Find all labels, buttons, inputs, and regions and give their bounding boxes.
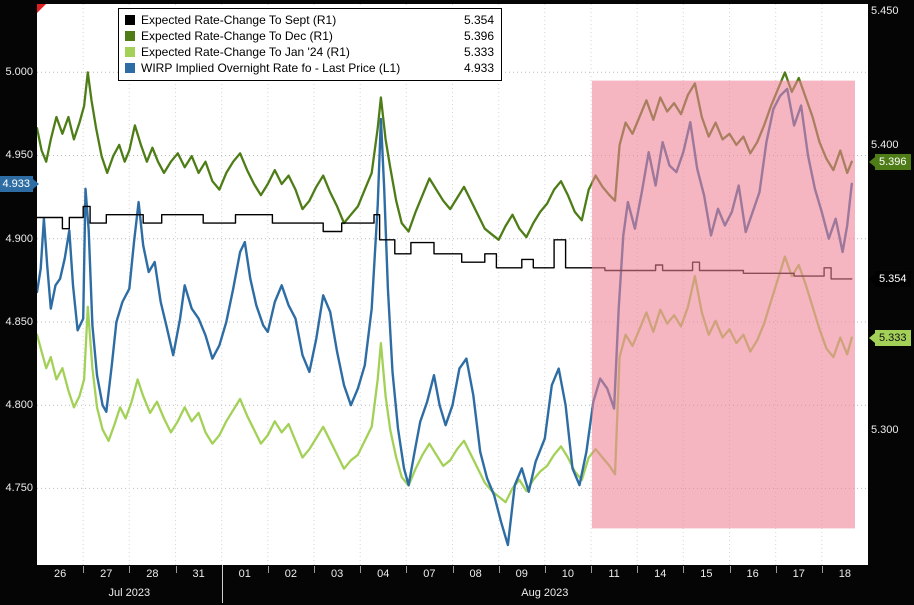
x-axis-day-label: 14 xyxy=(654,568,667,580)
legend-item-wirp[interactable]: WIRP Implied Overnight Rate fo - Last Pr… xyxy=(125,60,494,76)
right-axis-tick-label: 5.400 xyxy=(871,138,899,151)
right-axis-price-badge: 5.333 xyxy=(869,329,911,346)
left-axis-tick-label: 5.000 xyxy=(5,66,33,79)
left-axis-last-price-badge: 4.933 xyxy=(0,175,39,192)
left-axis-tick-label: 4.800 xyxy=(5,399,33,412)
x-axis-day-tick xyxy=(83,566,85,573)
legend-value: 5.354 xyxy=(463,13,494,27)
x-axis-day-tick xyxy=(498,566,500,573)
legend: Expected Rate-Change To Sept (R1) 5.354 … xyxy=(118,8,502,81)
right-axis-tick-label: 5.450 xyxy=(871,4,899,17)
x-axis-day-label: 03 xyxy=(330,568,344,580)
x-axis-day-tick xyxy=(775,566,777,573)
left-axis-tick-label: 4.900 xyxy=(5,232,33,245)
highlight-region xyxy=(591,80,855,529)
x-axis-day-label: 01 xyxy=(238,568,251,580)
x-axis-day-tick xyxy=(360,566,362,573)
x-axis-day-tick xyxy=(729,566,731,573)
right-axis-tick-label: 5.300 xyxy=(871,423,899,436)
right-axis-price-badge: 5.396 xyxy=(869,153,911,170)
x-axis-day-tick xyxy=(637,566,639,573)
x-axis-month-label: Jul 2023 xyxy=(108,587,151,599)
legend-label: Expected Rate-Change To Sept (R1) xyxy=(141,13,337,27)
legend-label: WIRP Implied Overnight Rate fo - Last Pr… xyxy=(141,61,401,75)
sept-series-swatch-icon xyxy=(125,15,135,25)
x-axis-day-tick xyxy=(267,566,269,573)
left-axis-tick-label: 4.750 xyxy=(5,482,33,495)
x-axis-day-tick xyxy=(683,566,685,573)
x-axis-day-label: 18 xyxy=(838,568,852,580)
x-axis-day-tick xyxy=(314,566,315,573)
x-axis-day-tick xyxy=(129,566,131,573)
legend-item-sept[interactable]: Expected Rate-Change To Sept (R1) 5.354 xyxy=(125,12,494,28)
x-axis-day-label: 16 xyxy=(746,568,759,580)
x-axis-day-label: 10 xyxy=(561,568,575,580)
x-axis-day-label: 09 xyxy=(515,568,528,580)
red-corner-marker xyxy=(37,4,46,13)
x-axis-day-label: 26 xyxy=(53,568,67,580)
legend-value: 4.933 xyxy=(463,61,494,75)
x-axis-day-label: 08 xyxy=(469,568,482,580)
x-axis-month-label: Aug 2023 xyxy=(521,587,569,599)
x-axis-day-tick xyxy=(591,566,592,573)
month-separator xyxy=(221,565,223,603)
x-axis-day-tick xyxy=(821,566,823,573)
chart-canvas[interactable] xyxy=(37,4,868,565)
right-axis-price-badge: 5.354 xyxy=(869,270,911,287)
legend-label: Expected Rate-Change To Dec (R1) xyxy=(141,29,333,43)
x-axis-day-tick xyxy=(406,566,408,573)
legend-value: 5.333 xyxy=(463,45,494,59)
x-axis-day-tick xyxy=(175,566,177,573)
left-axis-tick-label: 4.850 xyxy=(5,315,33,328)
legend-value: 5.396 xyxy=(463,29,494,43)
legend-label: Expected Rate-Change To Jan '24 (R1) xyxy=(141,45,350,59)
x-axis-day-label: 17 xyxy=(792,568,805,580)
x-axis-day-label: 28 xyxy=(146,568,159,580)
dec-series-swatch-icon xyxy=(125,31,135,41)
left-axis-tick-label: 4.950 xyxy=(5,149,33,162)
jan24-series-swatch-icon xyxy=(125,47,135,57)
x-axis-day-label: 27 xyxy=(100,568,113,580)
legend-item-jan24[interactable]: Expected Rate-Change To Jan '24 (R1) 5.3… xyxy=(125,44,494,60)
x-axis-day-label: 02 xyxy=(284,568,298,580)
legend-item-dec[interactable]: Expected Rate-Change To Dec (R1) 5.396 xyxy=(125,28,494,44)
wirp-series-swatch-icon xyxy=(125,63,135,73)
x-axis-day-label: 04 xyxy=(377,568,390,580)
x-axis-day-label: 31 xyxy=(192,568,205,580)
x-axis-day-label: 07 xyxy=(423,568,436,580)
x-axis-day-tick xyxy=(544,566,546,573)
x-axis-day-label: 11 xyxy=(608,568,620,580)
plot-area[interactable] xyxy=(37,4,868,565)
x-axis-day-tick xyxy=(452,566,454,573)
x-axis-day-label: 15 xyxy=(700,568,713,580)
